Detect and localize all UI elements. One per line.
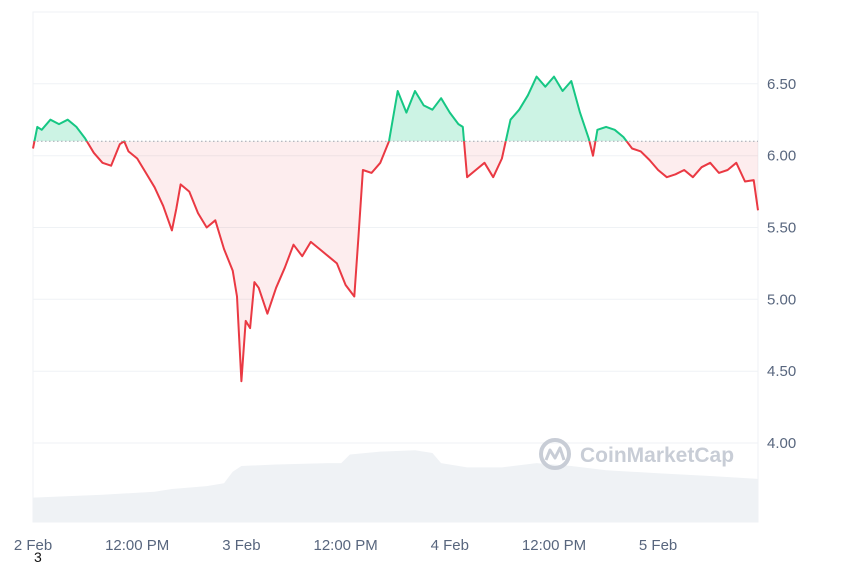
x-axis-ticks: 2 Feb 12:00 PM 3 Feb 12:00 PM 4 Feb 12:00 PM 5…	[14, 537, 677, 554]
x-tick-label: 5 Feb	[639, 537, 677, 554]
x-tick-label: 4 Feb	[431, 537, 469, 554]
y-tick-label: 5.50	[767, 220, 796, 237]
x-tick-label: 12:00 PM	[105, 537, 169, 554]
y-tick-label: 6.50	[767, 76, 796, 93]
volume-area	[33, 450, 758, 522]
watermark-text: CoinMarketCap	[580, 444, 734, 467]
fill-below-baseline	[33, 141, 758, 382]
y-gridlines	[33, 83, 758, 444]
y-tick-label: 6.00	[767, 148, 796, 165]
y-axis-ticks: 6.50 6.00 5.50 5.00 4.50 4.00	[767, 76, 796, 452]
fill-above-baseline	[33, 76, 758, 142]
x-tick-label: 3 Feb	[222, 537, 260, 554]
footnote-label: 3	[34, 549, 42, 565]
x-tick-label: 12:00 PM	[313, 537, 377, 554]
x-tick-label: 2 Feb	[14, 537, 52, 554]
coinmarketcap-watermark: CoinMarketCap	[539, 438, 734, 470]
x-tick-label: 12:00 PM	[522, 537, 586, 554]
y-tick-label: 4.50	[767, 363, 796, 380]
coinmarketcap-logo-icon	[539, 438, 571, 470]
price-line-below	[32, 141, 759, 383]
y-tick-label: 4.00	[767, 435, 796, 452]
y-tick-label: 5.00	[767, 291, 796, 308]
